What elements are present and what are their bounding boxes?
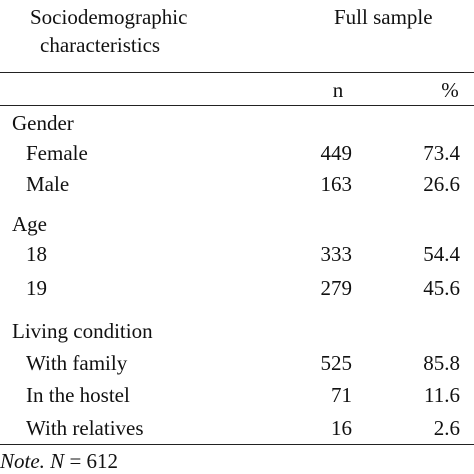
header-full-sample: Full sample	[334, 5, 433, 29]
section-label-gender: Gender	[12, 111, 74, 135]
rule-bottom	[0, 444, 474, 445]
row-pct: 54.4	[423, 242, 460, 266]
note-var: N	[50, 449, 65, 473]
note-prefix: Note.	[0, 449, 45, 473]
table-note: Note. N = 612	[0, 449, 118, 473]
row-label: Female	[26, 141, 88, 165]
rule-under-header	[0, 72, 474, 73]
row-pct: 2.6	[433, 416, 460, 440]
header-col1-line2: characteristics	[40, 33, 161, 57]
row-n: 163	[320, 172, 353, 196]
row-pct: 26.6	[423, 172, 460, 196]
header-col1-line1: Sociodemographic	[30, 5, 188, 29]
row-label: With relatives	[26, 416, 144, 440]
row-pct: 45.6	[423, 276, 460, 300]
row-n: 525	[320, 351, 353, 375]
section-label-age: Age	[12, 212, 47, 236]
row-pct: 85.8	[423, 351, 460, 375]
header-pct: %	[441, 78, 459, 102]
row-n: 16	[331, 416, 352, 440]
note-rest: = 612	[64, 449, 119, 473]
row-label: 19	[26, 276, 47, 300]
rule-under-subheader	[0, 105, 474, 106]
row-n: 333	[320, 242, 353, 266]
section-label-living-condition: Living condition	[12, 319, 153, 343]
row-n: 279	[320, 276, 353, 300]
header-n: n	[332, 78, 344, 102]
row-label: With family	[26, 351, 128, 375]
row-pct: 73.4	[423, 141, 460, 165]
row-label: 18	[26, 242, 47, 266]
row-label: Male	[26, 172, 70, 196]
row-label: In the hostel	[26, 383, 130, 407]
row-n: 71	[331, 383, 352, 407]
row-n: 449	[320, 141, 353, 165]
row-pct: 11.6	[424, 383, 460, 407]
